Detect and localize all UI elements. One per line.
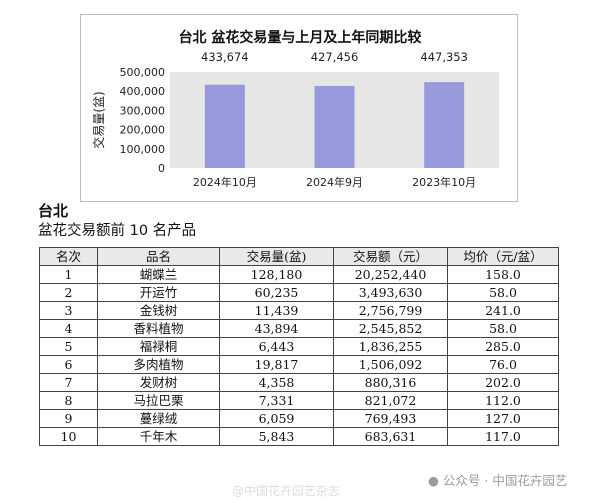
watermark-left: @中国花卉园艺杂志 bbox=[232, 484, 341, 498]
region-heading: 台北 bbox=[38, 202, 69, 220]
table-row: 3 金钱树 11,439 2,756,799 241.0 bbox=[39, 301, 559, 320]
product-cell: 金钱树 bbox=[97, 301, 220, 320]
data-label: 447,353 bbox=[420, 50, 468, 64]
amount-cell: 2,756,799 bbox=[333, 301, 448, 320]
x-tick-label: 2024年10月 bbox=[193, 175, 257, 189]
ranking-table: 名次 品名 交易量(盆) 交易额（元） 均价（元/盆） 1 蝴蝶兰 128,180 2… bbox=[39, 247, 559, 446]
amount-cell: 1,506,092 bbox=[333, 355, 448, 374]
amount-cell: 683,631 bbox=[333, 427, 448, 446]
table-row: 10 千年木 5,843 683,631 117.0 bbox=[39, 427, 559, 446]
rank-cell: 7 bbox=[39, 373, 98, 392]
table-row: 8 马拉巴栗 7,331 821,072 112.0 bbox=[39, 391, 559, 410]
product-cell: 香料植物 bbox=[97, 319, 220, 338]
amount-cell: 880,316 bbox=[333, 373, 448, 392]
volume-cell: 6,443 bbox=[219, 337, 334, 356]
volume-cell: 19,817 bbox=[219, 355, 334, 374]
avg-price-cell: 158.0 bbox=[447, 265, 559, 284]
table-row: 1 蝴蝶兰 128,180 20,252,440 158.0 bbox=[39, 265, 559, 284]
header-volume: 交易量(盆) bbox=[219, 247, 334, 266]
table-body: 1 蝴蝶兰 128,180 20,252,440 158.0 2 开运竹 60,235 3,49… bbox=[39, 265, 559, 446]
y-tick-label: 200,000 bbox=[120, 124, 166, 137]
amount-cell: 3,493,630 bbox=[333, 283, 448, 302]
product-cell: 蔓绿绒 bbox=[97, 409, 220, 428]
product-cell: 千年木 bbox=[97, 427, 220, 446]
avg-price-cell: 58.0 bbox=[447, 283, 559, 302]
product-cell: 蝴蝶兰 bbox=[97, 265, 220, 284]
y-tick-label: 500,000 bbox=[120, 66, 166, 79]
table-row: 7 发财树 4,358 880,316 202.0 bbox=[39, 373, 559, 392]
wechat-icon: ● bbox=[428, 473, 439, 488]
x-tick-label: 2023年10月 bbox=[412, 175, 476, 189]
rank-cell: 8 bbox=[39, 391, 98, 410]
table-header-row: 名次 品名 交易量(盆) 交易额（元） 均价（元/盆） bbox=[39, 247, 559, 266]
volume-cell: 60,235 bbox=[219, 283, 334, 302]
rank-cell: 2 bbox=[39, 283, 98, 302]
rank-cell: 1 bbox=[39, 265, 98, 284]
amount-cell: 769,493 bbox=[333, 409, 448, 428]
y-tick-label: 0 bbox=[158, 162, 165, 175]
y-tick-label: 300,000 bbox=[120, 104, 166, 117]
rank-cell: 9 bbox=[39, 409, 98, 428]
rank-cell: 3 bbox=[39, 301, 98, 320]
table-row: 4 香料植物 43,894 2,545,852 58.0 bbox=[39, 319, 559, 338]
header-product: 品名 bbox=[97, 247, 220, 266]
product-cell: 多肉植物 bbox=[97, 355, 220, 374]
rank-cell: 6 bbox=[39, 355, 98, 374]
x-tick-label: 2024年9月 bbox=[306, 175, 363, 189]
avg-price-cell: 241.0 bbox=[447, 301, 559, 320]
table-row: 6 多肉植物 19,817 1,506,092 76.0 bbox=[39, 355, 559, 374]
y-axis-title: 交易量(盆) bbox=[91, 91, 106, 148]
amount-cell: 821,072 bbox=[333, 391, 448, 410]
volume-cell: 128,180 bbox=[219, 265, 334, 284]
volume-cell: 5,843 bbox=[219, 427, 334, 446]
bar bbox=[424, 82, 465, 168]
product-cell: 马拉巴栗 bbox=[97, 391, 220, 410]
avg-price-cell: 127.0 bbox=[447, 409, 559, 428]
table-row: 9 蔓绿绒 6,059 769,493 127.0 bbox=[39, 409, 559, 428]
data-label: 433,674 bbox=[201, 50, 249, 64]
volume-cell: 11,439 bbox=[219, 301, 334, 320]
watermark-right-text: 公众号 · 中国花卉园艺 bbox=[442, 473, 568, 488]
bar bbox=[204, 84, 245, 168]
volume-cell: 43,894 bbox=[219, 319, 334, 338]
rank-cell: 10 bbox=[39, 427, 98, 446]
rank-cell: 4 bbox=[39, 319, 98, 338]
header-amount: 交易额（元） bbox=[333, 247, 448, 266]
volume-cell: 6,059 bbox=[219, 409, 334, 428]
bar bbox=[314, 85, 355, 168]
header-rank: 名次 bbox=[39, 247, 98, 266]
product-cell: 发财树 bbox=[97, 373, 220, 392]
table-subtitle: 盆花交易额前 10 名产品 bbox=[38, 223, 197, 239]
watermark-right: ● 公众号 · 中国花卉园艺 bbox=[428, 470, 567, 489]
product-cell: 福禄桐 bbox=[97, 337, 220, 356]
avg-price-cell: 285.0 bbox=[447, 337, 559, 356]
table-row: 5 福禄桐 6,443 1,836,255 285.0 bbox=[39, 337, 559, 356]
table-row: 2 开运竹 60,235 3,493,630 58.0 bbox=[39, 283, 559, 302]
volume-cell: 7,331 bbox=[219, 391, 334, 410]
chart-title: 台北 盆花交易量与上月及上年同期比较 bbox=[179, 29, 422, 46]
avg-price-cell: 117.0 bbox=[447, 427, 559, 446]
volume-cell: 4,358 bbox=[219, 373, 334, 392]
amount-cell: 2,545,852 bbox=[333, 319, 448, 338]
product-cell: 开运竹 bbox=[97, 283, 220, 302]
amount-cell: 1,836,255 bbox=[333, 337, 448, 356]
avg-price-cell: 202.0 bbox=[447, 373, 559, 392]
avg-price-cell: 58.0 bbox=[447, 319, 559, 338]
amount-cell: 20,252,440 bbox=[333, 265, 448, 284]
rank-cell: 5 bbox=[39, 337, 98, 356]
y-tick-label: 100,000 bbox=[120, 143, 166, 156]
avg-price-cell: 76.0 bbox=[447, 355, 559, 374]
header-avg-price: 均价（元/盆） bbox=[447, 247, 559, 266]
y-tick-label: 400,000 bbox=[120, 85, 166, 98]
chart-panel: 台北 盆花交易量与上月及上年同期比较交易量(盆) 0 100,000 200,000 3… bbox=[80, 14, 518, 202]
avg-price-cell: 112.0 bbox=[447, 391, 559, 410]
data-label: 427,456 bbox=[311, 50, 359, 64]
